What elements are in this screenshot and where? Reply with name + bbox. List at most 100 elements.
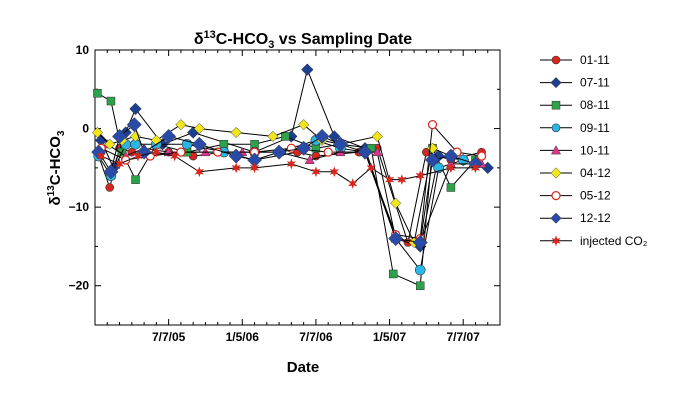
legend-marker <box>551 100 561 110</box>
legend-marker <box>551 55 561 65</box>
data-point <box>104 138 116 150</box>
legend-marker <box>551 123 561 133</box>
data-point <box>103 164 119 180</box>
data-point <box>304 154 315 164</box>
data-point <box>390 197 402 209</box>
data-point <box>133 150 143 162</box>
legend-item: 04-12 <box>540 166 611 180</box>
data-point <box>476 151 487 161</box>
ylabel-sub: 3 <box>56 130 67 136</box>
legend: 01-11 07-11 08-11 09-11 10-11 04-12 05-12 12-12… <box>540 53 648 248</box>
data-point <box>91 126 104 139</box>
legend-label: 10-11 <box>580 143 610 157</box>
data-point <box>112 128 128 144</box>
data-point <box>194 166 205 178</box>
legend-item: 09-11 <box>540 121 610 135</box>
data-point <box>296 140 312 156</box>
data-point <box>301 63 314 76</box>
data-point <box>424 152 441 168</box>
data-point <box>106 96 116 106</box>
plot-frame <box>94 49 501 326</box>
legend-item: 12-12 <box>540 211 611 225</box>
data-point <box>446 183 456 192</box>
ylabel-sup: 13 <box>46 185 57 197</box>
x-tick-label: 1/5/07 <box>373 330 407 344</box>
data-point <box>347 177 358 190</box>
x-axis-title: Date <box>287 359 320 376</box>
data-point <box>446 162 456 174</box>
x-tick-label: 7/7/07 <box>446 330 480 344</box>
data-point <box>91 144 107 160</box>
y-axis-title: δ13C-HCO3 <box>46 130 67 205</box>
data-point <box>280 132 290 141</box>
data-point <box>366 162 376 174</box>
ylabel-prefix: δ <box>47 196 64 205</box>
legend-label: 12-12 <box>580 211 611 225</box>
data-point <box>388 231 404 247</box>
data-point <box>311 166 321 178</box>
legend-marker <box>550 212 562 224</box>
series-8 <box>96 146 481 190</box>
x-tick-label: 7/7/06 <box>299 330 333 344</box>
data-point <box>384 174 395 186</box>
series-line <box>100 123 482 240</box>
legend-label: 07-11 <box>580 76 610 90</box>
x-tick-label: 7/7/05 <box>152 330 186 344</box>
data-point <box>271 144 287 160</box>
data-point <box>415 170 426 182</box>
legend-item: 10-11 <box>540 143 610 157</box>
data-point <box>114 158 125 170</box>
legend-item: 01-11 <box>540 53 610 67</box>
title-prefix: δ <box>194 31 204 48</box>
legend-label: injected CO₂ <box>580 234 648 248</box>
data-point <box>169 150 180 162</box>
legend-marker <box>550 77 562 89</box>
data-point <box>96 150 106 162</box>
legend-label: 04-12 <box>580 166 611 180</box>
title-sup: 13 <box>204 29 216 41</box>
y-tick-label: 0 <box>82 122 89 136</box>
chart-title: δ13C-HCO3 vs Sampling Date <box>194 29 412 51</box>
data-point <box>131 175 140 184</box>
data-point <box>371 130 383 142</box>
legend-item: injected CO₂ <box>540 234 648 248</box>
data-point <box>357 144 373 160</box>
data-point <box>427 120 438 130</box>
title-mid: C-HCO <box>216 31 268 48</box>
data-point <box>191 136 207 152</box>
data-point <box>332 136 348 152</box>
legend-marker <box>550 167 562 179</box>
series-layer <box>91 63 494 290</box>
x-tick-label: 1/5/06 <box>226 330 260 344</box>
legend-label: 05-12 <box>580 189 611 203</box>
ylabel-mid: C-HCO <box>47 136 64 185</box>
legend-marker <box>550 145 562 155</box>
legend-label: 09-11 <box>580 121 610 135</box>
data-point <box>231 162 241 174</box>
title-sub: 3 <box>268 39 274 51</box>
legend-label: 08-11 <box>580 98 610 112</box>
data-point <box>329 166 340 178</box>
data-point <box>323 147 333 157</box>
data-point <box>176 147 186 157</box>
series-line <box>97 124 452 245</box>
data-point <box>105 183 115 192</box>
data-point <box>470 162 481 174</box>
data-point <box>396 174 407 186</box>
data-point <box>249 162 260 174</box>
legend-item: 08-11 <box>540 98 610 112</box>
series-line <box>100 68 488 248</box>
y-tick-label: 10 <box>76 43 90 57</box>
legend-marker <box>551 191 561 201</box>
y-tick-label: −20 <box>69 279 90 293</box>
data-point <box>175 119 187 131</box>
data-point <box>415 281 425 290</box>
data-point <box>126 117 142 133</box>
series-2 <box>93 88 480 290</box>
data-point <box>230 126 242 139</box>
data-point <box>286 158 297 170</box>
legend-item: 07-11 <box>540 76 610 90</box>
data-point <box>414 264 426 276</box>
y-tick-label: −10 <box>69 200 90 214</box>
